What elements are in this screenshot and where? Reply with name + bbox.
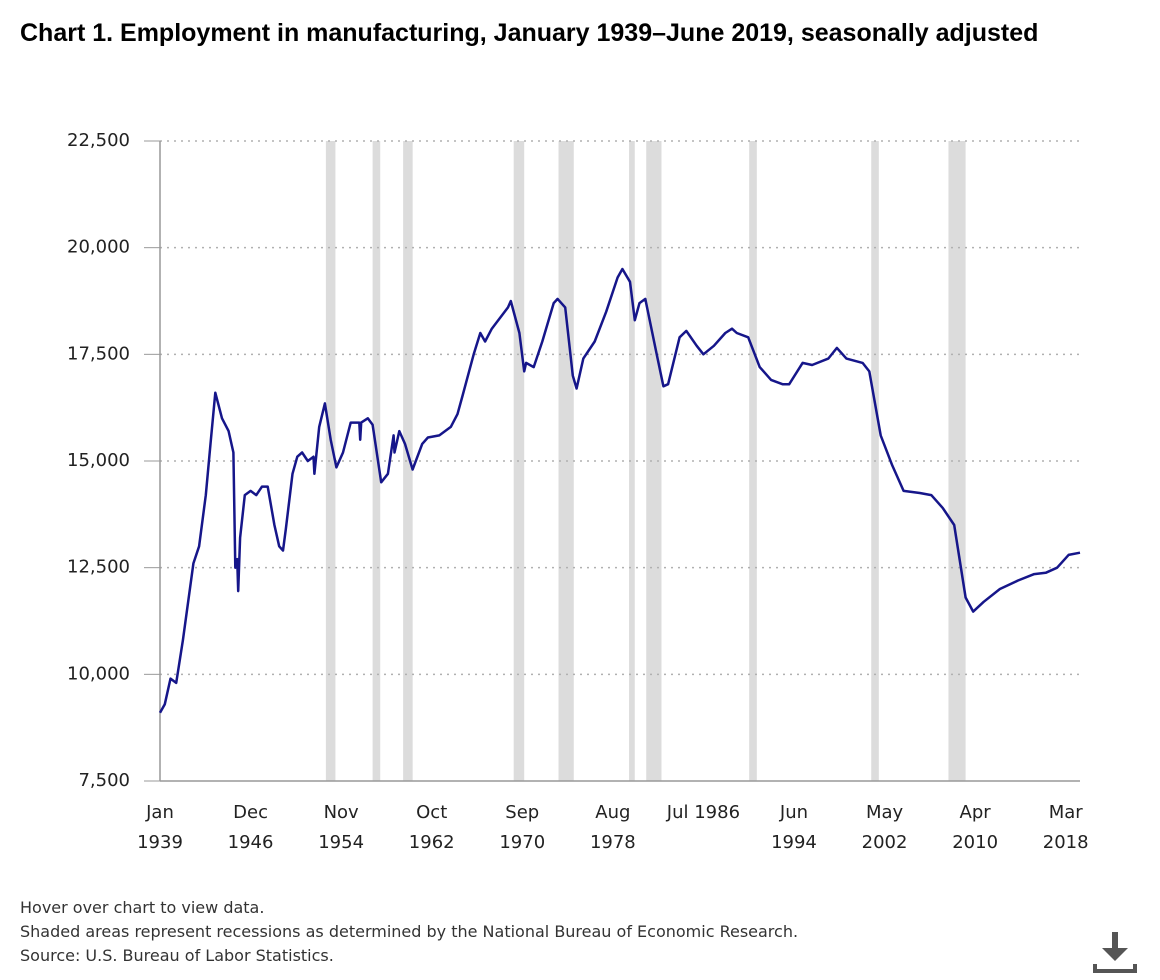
chart: 7,500 10,000 12,500 15,000 17,500 20,000 22,50…: [67, 130, 1089, 853]
x-tick-label: 1939: [137, 832, 183, 853]
x-tick-label: 1978: [590, 832, 636, 853]
x-tick-label: Aug: [595, 802, 630, 823]
x-tick-label: Jul 1986: [666, 802, 740, 823]
recession-band: [403, 141, 413, 781]
recession-band: [372, 141, 381, 781]
note: Shaded areas represent recessions as det…: [20, 922, 799, 941]
x-tick-label: Jan: [145, 802, 174, 823]
x-tick-label: Jun: [779, 802, 808, 823]
download-button[interactable]: [1092, 930, 1138, 974]
x-tick-label: Mar: [1049, 802, 1084, 823]
y-tick-label: 22,500: [67, 130, 130, 151]
x-tick-label: Apr: [960, 802, 992, 823]
x-tick-label: 1970: [499, 832, 545, 853]
recession-band: [325, 141, 336, 781]
x-tick-label: Dec: [233, 802, 268, 823]
x-tick-label: May: [866, 802, 904, 823]
x-tick-label: 2010: [952, 832, 998, 853]
recession-band: [948, 141, 966, 781]
recession-band: [749, 141, 757, 781]
x-tick-label: 1994: [771, 832, 817, 853]
data-line: [158, 267, 1081, 714]
note: Source: U.S. Bureau of Labor Statistics.: [20, 946, 334, 965]
x-tick-label: 1946: [228, 832, 274, 853]
x-tick-label: 2002: [862, 832, 908, 853]
x-tick-label: 1962: [409, 832, 455, 853]
note: Hover over chart to view data.: [20, 898, 265, 917]
x-tick-label: 1954: [318, 832, 364, 853]
x-tick-label: Nov: [324, 802, 359, 823]
y-tick-label: 17,500: [67, 343, 130, 364]
y-tick-label: 7,500: [78, 770, 130, 791]
x-tick-label: Oct: [416, 802, 447, 823]
y-tick-label: 12,500: [67, 557, 130, 578]
x-tick-label: 2018: [1043, 832, 1089, 853]
chart-title: Chart 1. Employment in manufacturing, Ja…: [20, 19, 1039, 47]
y-tick-label: 10,000: [67, 663, 130, 684]
y-tick-label: 20,000: [67, 237, 130, 258]
x-tick-label: Sep: [505, 802, 539, 823]
recession-band: [646, 141, 662, 781]
y-tick-label: 15,000: [67, 450, 130, 471]
recession-band: [629, 141, 635, 781]
notes: Hover over chart to view data. Shaded ar…: [20, 896, 798, 968]
